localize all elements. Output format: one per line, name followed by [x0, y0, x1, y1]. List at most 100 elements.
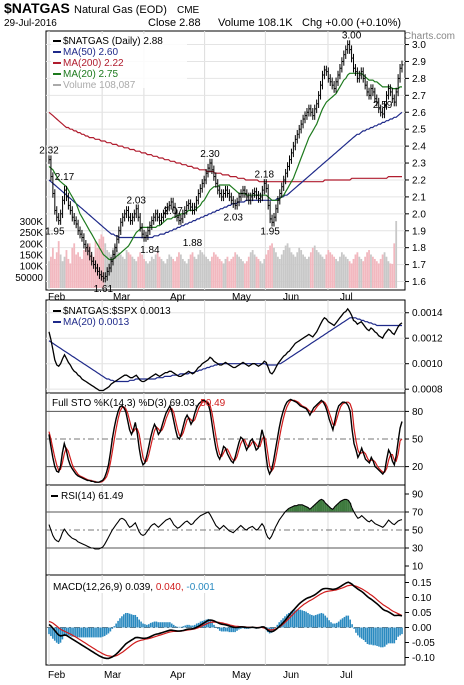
volume-bar — [98, 238, 101, 288]
price-annotation: 2.18 — [255, 169, 275, 180]
volume-bar — [325, 254, 328, 288]
volume-bar — [395, 221, 398, 288]
macd-histogram-bar — [236, 627, 238, 631]
macd-histogram-bar — [397, 627, 399, 637]
volume-bar — [381, 254, 384, 288]
volume-bar — [117, 252, 120, 288]
volume-bar — [187, 258, 190, 288]
macd-histogram-bar — [299, 609, 302, 628]
macd-histogram-bar — [215, 626, 217, 628]
volume-bar — [255, 256, 258, 288]
macd-histogram-bar — [385, 627, 388, 645]
volume-bar — [65, 250, 68, 288]
macd-histogram-bar — [345, 615, 348, 628]
volume-bar — [166, 258, 169, 288]
volume-bar — [335, 258, 337, 288]
volume-bar — [323, 258, 326, 288]
macd-histogram-bar — [395, 627, 398, 641]
ratio-line — [48, 307, 403, 392]
y-tick-label: 0.05 — [412, 608, 432, 619]
volume-bar — [137, 256, 140, 288]
macd-histogram-bar — [136, 616, 139, 628]
volume-bar — [205, 256, 208, 288]
macd-histogram-bar — [276, 624, 279, 628]
volume-bar — [331, 254, 334, 288]
month-label: Jun — [283, 670, 299, 681]
volume-bar — [271, 243, 273, 288]
macd-histogram-bar — [337, 621, 340, 628]
volume-bar — [147, 263, 149, 288]
y-tick-label: 10 — [412, 562, 424, 573]
macd-histogram-bar — [387, 627, 390, 644]
macd-histogram-bar — [309, 614, 311, 628]
macd-histogram-bar — [360, 627, 363, 639]
macd-histogram-bar — [349, 619, 352, 628]
macd-histogram-bar — [307, 612, 309, 628]
macd-histogram-bar — [101, 627, 104, 637]
y-tick-label: 30 — [412, 544, 424, 555]
volume-bar — [243, 263, 246, 288]
volume-bar — [84, 247, 87, 288]
instrument-name: Natural Gas (EOD) — [74, 4, 167, 16]
macd-histogram-bar — [241, 627, 244, 629]
volume-bar — [207, 258, 209, 288]
volume-bar — [308, 256, 310, 288]
macd-histogram-bar — [318, 613, 321, 628]
macd-histogram-bar — [382, 627, 384, 648]
volume-bar — [257, 258, 260, 288]
macd-histogram-bar — [50, 627, 52, 637]
volume-bar — [391, 263, 394, 288]
watermark: @ StockCharts.com — [366, 31, 455, 42]
volume-bar — [148, 261, 151, 288]
macd-histogram-bar — [355, 627, 357, 633]
macd-histogram-bar — [92, 627, 94, 638]
volume-bar — [141, 254, 143, 288]
y-tick-label: 1.7 — [412, 260, 426, 271]
volume-bar — [185, 263, 188, 288]
macd-histogram-bar — [324, 615, 327, 628]
macd-histogram-bar — [288, 612, 290, 628]
month-label: Mar — [104, 670, 122, 681]
volume-bar — [370, 254, 372, 288]
volume-bar — [48, 261, 50, 288]
volume-bar — [366, 252, 368, 288]
macd-histogram-bar — [86, 627, 89, 638]
ratio-panel-frame — [45, 299, 406, 394]
macd-signal-line — [48, 584, 403, 657]
volume-bar — [306, 258, 308, 288]
macd-histogram-bar — [138, 619, 140, 628]
macd-histogram-bar — [105, 627, 108, 635]
volume-bar — [168, 254, 171, 288]
macd-histogram-bar — [192, 625, 194, 628]
volume-bar — [321, 256, 324, 288]
macd-histogram-bar — [222, 627, 225, 632]
volume-bar — [145, 261, 147, 288]
volume-bar — [360, 258, 363, 288]
macd-histogram-bar — [289, 611, 292, 628]
volume-bar — [125, 250, 128, 288]
volume-bar — [329, 252, 332, 288]
macd-histogram-bar — [170, 623, 173, 628]
macd-histogram-bar — [149, 622, 152, 628]
volume-bar — [174, 261, 176, 288]
macd-histogram-bar — [228, 627, 231, 633]
volume-bar — [214, 254, 217, 288]
month-label: Jul — [340, 670, 353, 681]
macd-histogram-bar — [332, 623, 334, 628]
volume-bar — [315, 250, 318, 288]
volume-bar — [313, 245, 316, 288]
macd-histogram-bar — [146, 624, 148, 628]
y-tick-label: 1.9 — [412, 226, 426, 237]
macd-histogram-bar — [224, 627, 227, 632]
volume-bar — [191, 252, 194, 288]
volume-bar — [160, 258, 163, 288]
macd-histogram-bar — [220, 627, 223, 632]
macd-histogram-bar — [167, 622, 169, 628]
macd-histogram-bar — [389, 627, 392, 644]
volume-bar — [247, 256, 250, 288]
y-tick-label: 50 — [412, 435, 424, 446]
macd-histogram-bar — [328, 620, 330, 628]
macd-histogram-bar — [123, 614, 125, 628]
volume-bar — [59, 254, 62, 288]
volume-bar — [211, 256, 213, 288]
